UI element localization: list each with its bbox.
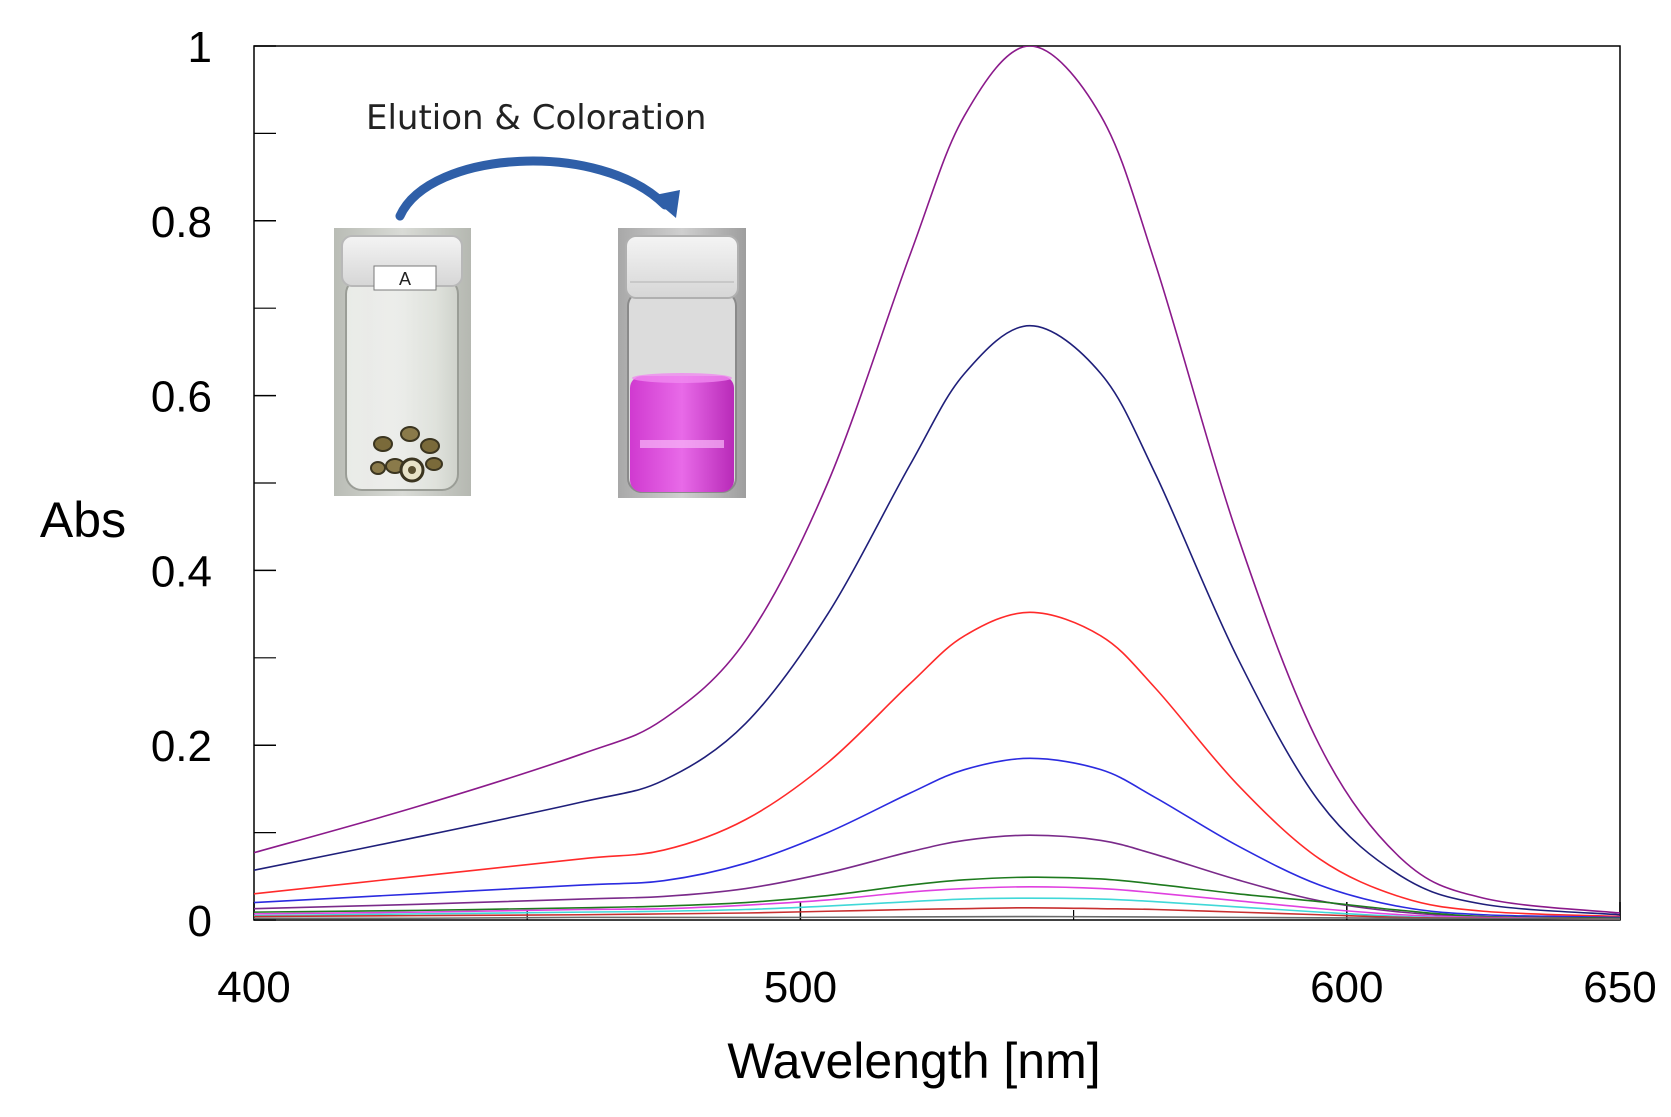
y-tick-label: 0 — [188, 897, 212, 946]
y-axis-title: Abs — [40, 492, 126, 548]
series-line-2 — [254, 324, 1620, 916]
series-line-6 — [254, 876, 1620, 920]
y-axis-ticks: 0 0.2 0.4 0.6 0.8 1 — [151, 23, 276, 946]
y-tick-label: 0.4 — [151, 547, 212, 596]
y-tick-label: 0.2 — [151, 722, 212, 771]
x-axis-title: Wavelength [nm] — [727, 1033, 1100, 1089]
x-tick-label: 650 — [1583, 963, 1656, 1012]
curved-arrow-icon — [395, 156, 670, 221]
x-axis-ticks: 400 500 600 650 — [217, 902, 1657, 1012]
series-lines — [254, 46, 1620, 920]
series-line-1 — [254, 46, 1620, 914]
series-line-8 — [254, 897, 1620, 920]
annotation-elution-coloration: Elution & Coloration — [366, 98, 706, 138]
series-line-7 — [254, 885, 1620, 920]
series-line-9 — [254, 906, 1620, 920]
metal-pieces — [370, 426, 443, 483]
x-tick-label: 600 — [1310, 963, 1383, 1012]
arrow-head-icon — [650, 190, 680, 218]
vial-label: A — [399, 269, 411, 289]
x-tick-label: 500 — [764, 963, 837, 1012]
vial-a-photo: A — [334, 228, 471, 496]
y-tick-label: 0.8 — [151, 198, 212, 247]
y-tick-label: 0.6 — [151, 373, 212, 422]
y-tick-label: 1 — [188, 23, 212, 72]
x-tick-label: 400 — [217, 963, 290, 1012]
series-line-5 — [254, 834, 1620, 920]
series-line-4 — [254, 757, 1620, 919]
series-line-3 — [254, 611, 1620, 918]
inset-vial-photos: Elution & Coloration A — [334, 98, 746, 498]
series-line-10 — [254, 915, 1620, 920]
vial-colored-photo — [618, 228, 746, 498]
